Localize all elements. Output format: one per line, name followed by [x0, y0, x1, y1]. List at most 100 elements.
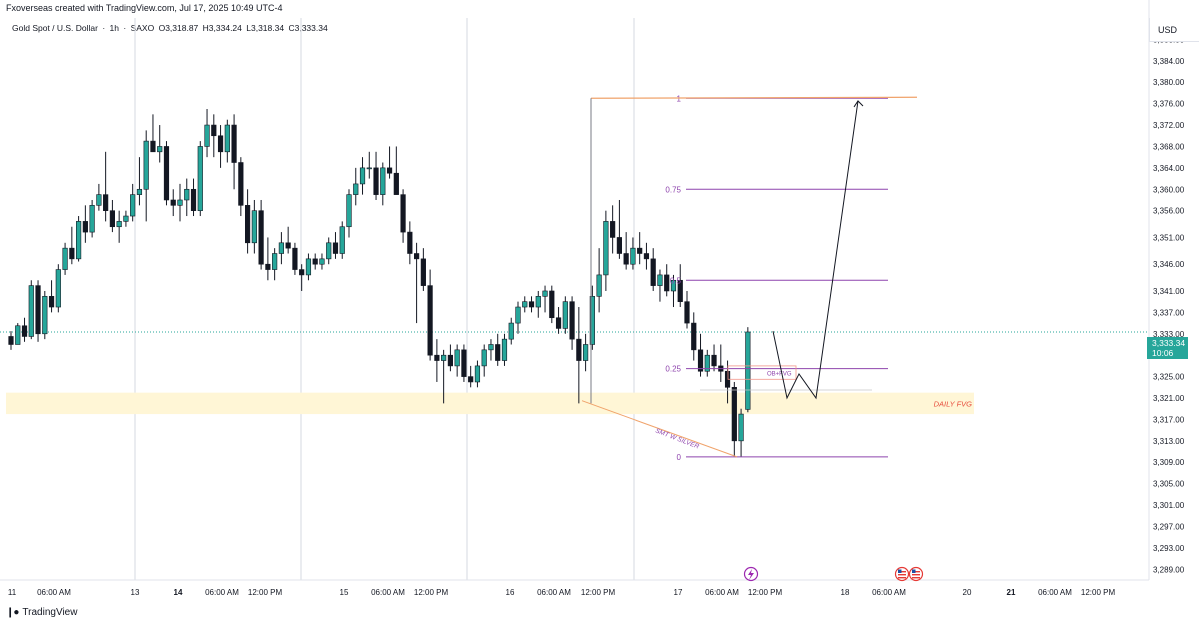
currency-label[interactable]: USD: [1149, 18, 1199, 42]
candle: [407, 221, 413, 265]
candle-body-down: [711, 354, 717, 367]
candle-body-down: [373, 167, 379, 195]
candle: [292, 242, 298, 275]
us-flag-event-icon[interactable]: [908, 566, 924, 582]
candle: [616, 199, 622, 259]
candle: [170, 189, 176, 217]
price-tick-label: 3,346.00: [1153, 260, 1185, 269]
chart-credit: Fxoverseas created with TradingView.com,…: [6, 3, 283, 13]
candle-body-up: [353, 183, 359, 195]
candle-body-down: [691, 322, 697, 351]
candle: [731, 381, 737, 457]
economic-event-icon[interactable]: [743, 566, 759, 582]
bar-countdown: 10:06: [1152, 348, 1174, 358]
candle-body-up: [251, 210, 257, 244]
candle: [89, 199, 95, 238]
price-tick-label: 3,364.00: [1153, 164, 1185, 173]
candle-body-down: [569, 301, 575, 340]
candle: [562, 296, 568, 334]
candle-body-up: [55, 269, 61, 308]
candle-body-up: [508, 322, 514, 340]
candle-body-down: [8, 336, 14, 345]
candle: [589, 285, 595, 350]
candle-body-up: [339, 226, 345, 254]
candle: [555, 307, 562, 334]
candle-body-up: [738, 413, 744, 442]
candle: [380, 162, 386, 206]
candle: [447, 344, 454, 372]
ohlc-close: C3,333.34: [288, 23, 328, 33]
candle: [393, 146, 399, 195]
candle: [603, 210, 609, 291]
candle: [299, 264, 305, 291]
candle-body-down: [576, 338, 582, 361]
candle-body-up: [123, 215, 129, 222]
time-tick-label: 21: [1007, 588, 1016, 597]
us-flag-event-icon[interactable]: [894, 566, 910, 582]
candle: [163, 141, 170, 206]
candle-body-up: [366, 167, 372, 170]
price-tick-label: 3,325.00: [1153, 373, 1185, 382]
candle: [569, 296, 575, 350]
flag-stripe-icon: [912, 577, 920, 579]
fib-level-label: 1: [677, 94, 682, 103]
price-tick-label: 3,376.00: [1153, 100, 1185, 109]
candle: [549, 285, 555, 324]
candle-body-up: [380, 167, 386, 195]
candle: [637, 232, 643, 265]
daily-fvg-label: DAILY FVG: [934, 399, 973, 408]
tradingview-brand[interactable]: ❙● TradingView: [6, 607, 77, 618]
time-tick-label: 12:00 PM: [748, 588, 783, 597]
candle: [82, 205, 88, 243]
candle-body-up: [488, 344, 494, 351]
candle: [150, 114, 156, 153]
projected-path: [772, 100, 859, 400]
candle-body-down: [312, 258, 318, 265]
candle-body-down: [82, 221, 88, 233]
candle: [697, 333, 704, 377]
candle-body-up: [515, 306, 521, 324]
candle: [501, 333, 508, 366]
candle: [143, 130, 149, 222]
candle: [346, 189, 352, 238]
candle: [359, 157, 366, 195]
price-tick-label: 3,380.00: [1153, 78, 1185, 87]
candle: [130, 183, 136, 222]
candle: [684, 290, 690, 329]
candle: [305, 253, 312, 281]
candle-body-down: [69, 247, 75, 260]
candle: [441, 349, 447, 404]
candle: [630, 237, 636, 270]
symbol-legend[interactable]: Gold Spot / U.S. Dollar · 1h · SAXO O3,3…: [12, 23, 328, 33]
smt-label: SMT W SILVER: [654, 427, 700, 450]
candle-body-up: [116, 221, 122, 228]
candle: [528, 296, 535, 313]
candle: [704, 349, 710, 377]
candle-body-down: [684, 301, 690, 324]
candle-body-up: [224, 124, 230, 153]
candle: [21, 317, 28, 342]
candle: [542, 285, 548, 313]
time-tick-label: 06:00 AM: [1038, 588, 1072, 597]
fib-anchor-line: [590, 96, 918, 99]
candle: [596, 248, 602, 313]
price-tick-label: 3,321.00: [1153, 394, 1185, 403]
time-tick-label: 12:00 PM: [248, 588, 283, 597]
time-tick-label: 06:00 AM: [205, 588, 239, 597]
candle-body-down: [643, 253, 650, 260]
candle-body-down: [677, 279, 683, 302]
candle-body-up: [143, 140, 149, 190]
candle-body-up: [326, 242, 332, 260]
candle: [535, 290, 541, 318]
candle-body-up: [359, 167, 366, 185]
candle-body-down: [623, 253, 629, 265]
candle: [677, 264, 683, 308]
candle-body-down: [163, 146, 170, 201]
candle-body-up: [15, 325, 21, 345]
candle: [386, 146, 393, 179]
candle: [495, 333, 501, 366]
candle-body-up: [136, 188, 143, 195]
time-tick-label: 17: [674, 588, 683, 597]
candle-body-up: [96, 194, 102, 206]
